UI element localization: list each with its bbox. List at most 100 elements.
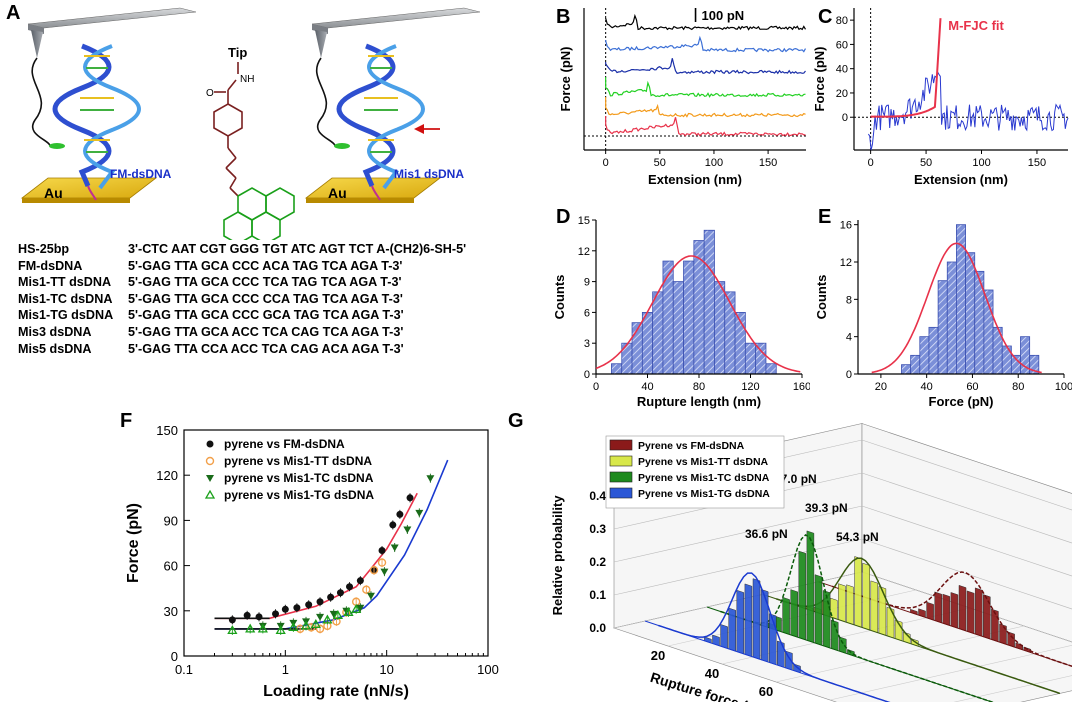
panel-letter-a: A: [6, 2, 21, 24]
scale-bar-label: 100 pN: [702, 8, 745, 23]
sequence-value: 3'-CTC AAT CGT GGG TGT ATC AGT TCT A-(CH…: [128, 242, 467, 256]
data-point: [205, 456, 215, 466]
y-tick-label: 120: [156, 468, 178, 483]
plot-frame: [183, 429, 489, 657]
histogram-bar: [974, 587, 983, 637]
x-tick-label: 40: [921, 381, 933, 393]
sequence-name: HS-25bp: [18, 242, 70, 256]
chart-e-force-hist: 20 40 60 80 100 0 4 8 12 16 Force (pN) Counts: [814, 220, 1072, 409]
data-point: [272, 610, 280, 618]
peak-label: 54.3 pN: [836, 530, 879, 544]
histogram-bar: [736, 589, 745, 655]
x-axis-label: Extension (nm): [914, 172, 1008, 187]
x-tick-label: 80: [693, 381, 705, 393]
sequence-row-mis1-tg: Mis1-TG dsDNA 5'-GAG TTA GCA CCC GCA TAG…: [18, 307, 466, 324]
grid-line: [613, 505, 863, 563]
panel-letter-e: E: [818, 206, 832, 228]
data-point: [255, 613, 263, 621]
label-au-right: Au: [328, 185, 347, 201]
x-axis-label: Force (pN): [929, 394, 994, 409]
series-baseline: [644, 620, 890, 702]
sequence-value: 5'-GAG TTA GCA CCC TCA TAG TCA AGA T-3': [128, 275, 402, 290]
x-tick-label: 50: [654, 157, 666, 169]
dna-helix-right: [336, 43, 425, 201]
histogram-bar: [744, 342, 757, 375]
z-tick-label: 0.3: [589, 522, 606, 536]
sequence-name: Mis1-TG dsDNA: [18, 308, 114, 323]
x-tick-label: 0: [603, 157, 609, 169]
data-point: [315, 624, 325, 634]
fit-line: [214, 492, 418, 620]
label-nh: NH: [240, 74, 254, 85]
sequence-row-mis1-tc: Mis1-TC dsDNA 5'-GAG TTA GCA CCC CCA TAG…: [18, 291, 466, 308]
histogram-bar: [928, 326, 939, 375]
y-axis-label: Counts: [552, 275, 567, 320]
x-tick-label: 20: [651, 648, 665, 663]
z-tick-label: 0.1: [589, 588, 606, 602]
data-point: [396, 510, 404, 518]
x-tick-label: 50: [920, 157, 932, 169]
trace-line-4: [605, 76, 806, 98]
sequence-value: 5'-GAG TTA GCA ACC TCA CAG TCA AGA T-3': [128, 324, 404, 339]
dna-helix-left: [52, 43, 141, 201]
histogram-bar: [942, 593, 951, 626]
gaussian-fit-line: [871, 242, 1042, 374]
pyrene-rings: [223, 187, 295, 240]
histogram-bar: [934, 591, 942, 624]
data-point: [343, 606, 354, 616]
sequence-value: 5'-GAG TTA GCA CCC ACA TAG TCA AGA T-3': [128, 258, 403, 273]
data-point: [281, 605, 289, 613]
data-point: [300, 620, 312, 630]
y-tick-label: 60: [164, 559, 178, 574]
data-point: [206, 440, 214, 448]
data-point: [356, 604, 365, 612]
data-point: [206, 475, 214, 482]
y-axis-label: Force (pN): [812, 47, 827, 112]
y-tick-label: 12: [578, 246, 590, 258]
sequence-row-mis3: Mis3 dsDNA 5'-GAG TTA GCA ACC TCA CAG TC…: [18, 324, 466, 341]
peak-label: 39.3 pN: [805, 501, 848, 515]
data-point: [362, 585, 371, 594]
trace-line-6: [605, 115, 806, 137]
y-tick-label: 0: [842, 112, 848, 124]
data-point: [389, 521, 397, 529]
grid-line: [861, 439, 1072, 511]
x-tick-label: 100: [1055, 381, 1072, 393]
data-point: [310, 619, 321, 629]
x-tick-label: 20: [875, 381, 887, 393]
data-point: [426, 475, 435, 483]
histogram-bar: [652, 291, 664, 375]
panel-letter-f: F: [120, 410, 133, 432]
data-point: [227, 625, 238, 635]
x-axis-label: Extension (nm): [648, 172, 742, 187]
x-tick-label: 150: [1028, 157, 1046, 169]
data-point: [245, 623, 256, 633]
x-tick-label: 150: [759, 157, 777, 169]
sequence-name: Mis3 dsDNA: [18, 324, 92, 339]
y-tick-label: 90: [164, 513, 178, 528]
histogram-bar: [870, 580, 879, 634]
data-point: [329, 610, 338, 618]
x-tick-label: 80: [1012, 381, 1024, 393]
histogram-bar: [714, 281, 726, 375]
data-point: [257, 623, 268, 633]
histogram-bar: [672, 281, 684, 375]
data-point: [293, 604, 301, 612]
y-tick-label: 150: [156, 423, 178, 438]
y-axis-label: Force (pN): [558, 47, 573, 112]
linker-right: [315, 57, 336, 147]
x-tick-label: 0: [593, 381, 599, 393]
z-tick-label: 0.0: [589, 621, 606, 635]
legend-label: pyrene vs Mis1-TG dsDNA: [224, 488, 374, 502]
histogram-bar: [798, 550, 807, 641]
histogram-bar: [683, 260, 695, 375]
legend-swatch: [609, 487, 633, 499]
y-tick-label: 0: [171, 649, 178, 664]
data-point: [316, 613, 325, 621]
data-point: [366, 592, 375, 600]
gaussian-fit-line: [658, 572, 891, 702]
force-trace-line: [867, 70, 1069, 151]
x-tick-label: 60: [966, 381, 978, 393]
x-tick-label: 100: [705, 157, 723, 169]
grid-line: [861, 571, 1072, 643]
